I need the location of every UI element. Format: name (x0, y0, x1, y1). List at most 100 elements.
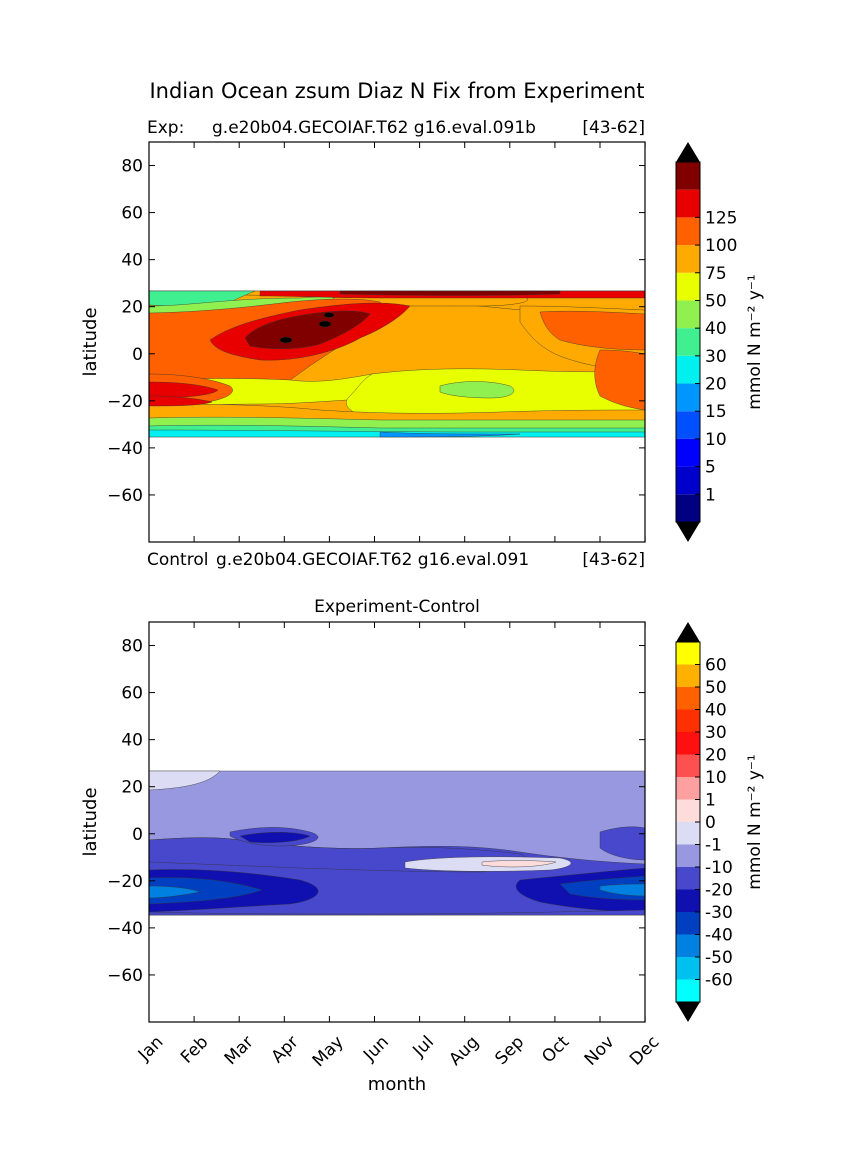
colorbar-tick-label: 30 (705, 347, 727, 367)
colorbar-swatch (676, 245, 700, 273)
y-tick-label: −40 (107, 439, 143, 459)
y-tick-label: 0 (132, 345, 143, 365)
x-tick-label: Sep (491, 1032, 528, 1069)
x-tick-label: Oct (538, 1032, 573, 1067)
colorbar-swatch (676, 328, 700, 356)
x-tick-label: Jul (409, 1032, 438, 1061)
x-tick-label: Mar (221, 1032, 258, 1069)
top-plot-area (149, 142, 645, 542)
bottom-plot-frame (148, 621, 646, 1023)
colorbar-tick-label: 40 (705, 319, 727, 339)
colorbar-swatch (676, 799, 700, 822)
x-tick-label: Aug (445, 1032, 483, 1070)
colorbar-tick-label: 125 (705, 208, 737, 228)
colorbar-swatch (676, 217, 700, 246)
x-tick-label: Dec (626, 1032, 663, 1069)
colorbar-tick-label: -1 (705, 836, 722, 856)
y-tick-label: −40 (107, 919, 143, 939)
colorbar-tick-label: 50 (705, 291, 727, 311)
colorbar-swatch (676, 957, 700, 980)
top-y-axis: 80 60 40 20 0 −20 −40 −60 (107, 157, 645, 506)
colorbar-tick-label: -40 (705, 926, 733, 946)
y-tick-label: 60 (121, 684, 143, 704)
colorbar-swatch (676, 664, 700, 687)
y-tick-label: 20 (121, 778, 143, 798)
y-tick-label: 0 (132, 825, 143, 845)
colorbar-tick-label: 1 (705, 485, 716, 505)
colorbar-frame (675, 161, 701, 523)
colorbar-swatch (676, 822, 700, 845)
colorbar-swatch (676, 466, 700, 495)
colorbar-extend-top (676, 142, 700, 162)
colorbar-swatch (676, 383, 700, 412)
x-tick-label: May (309, 1032, 348, 1071)
colorbar-swatch (676, 754, 700, 777)
bottom-y-axis-label: latitude (80, 787, 101, 856)
colorbar-tick-label: 5 (705, 458, 716, 478)
colorbar-swatch (676, 355, 700, 384)
top-header-range: [43-62] (582, 118, 645, 138)
colorbar-swatch (676, 732, 700, 755)
colorbar-swatch (676, 411, 700, 439)
top-y-axis-label: latitude (80, 307, 101, 376)
y-tick-label: 20 (121, 298, 143, 318)
colorbar-tick-label: 40 (705, 701, 727, 721)
colorbar-tick-label: 10 (705, 430, 727, 450)
y-tick-label: −20 (107, 392, 143, 412)
y-tick-label: 60 (121, 204, 143, 224)
top-header-left: Exp: (147, 118, 184, 138)
colorbar-swatch (676, 979, 700, 1002)
colorbar-tick-label: 50 (705, 678, 727, 698)
bottom-panel-title: Experiment-Control (314, 597, 480, 617)
y-tick-label: 80 (121, 637, 143, 657)
colorbar-tick-label: 75 (705, 264, 727, 284)
figure-title: Indian Ocean zsum Diaz N Fix from Experi… (149, 79, 644, 103)
top-colorbar-label: mmol N m⁻² y⁻¹ (745, 274, 765, 409)
colorbar-tick-label: 100 (705, 236, 737, 256)
bottom-colorbar-label: mmol N m⁻² y⁻¹ (745, 754, 765, 889)
colorbar-swatch (676, 934, 700, 957)
colorbar-tick-label: 15 (705, 402, 727, 422)
bottom-contour-field (149, 770, 645, 916)
colorbar-swatch (676, 912, 700, 935)
y-tick-label: −20 (107, 872, 143, 892)
top-panel: Exp: g.e20b04.GECOIAF.T62 g16.eval.091b … (80, 118, 765, 543)
colorbar-tick-label: 20 (705, 746, 727, 766)
colorbar-swatch (676, 844, 700, 867)
colorbar-tick-label: 0 (705, 813, 716, 833)
colorbar-swatch (676, 642, 700, 665)
colorbar-swatch (676, 189, 700, 218)
colorbar-swatch (676, 494, 700, 522)
colorbar-tick-label: 20 (705, 375, 727, 395)
bottom-x-axis-label: month (368, 1074, 426, 1095)
colorbar-tick-label: 10 (705, 768, 727, 788)
colorbar-swatch (676, 438, 700, 467)
x-tick-label: Feb (177, 1032, 212, 1067)
colorbar-swatch (676, 162, 700, 190)
colorbar-swatch (676, 687, 700, 710)
colorbar-tick-label: -30 (705, 903, 733, 923)
top-header-case: g.e20b04.GECOIAF.T62 g16.eval.091b (212, 118, 536, 138)
colorbar-swatch (676, 889, 700, 912)
top-plot-frame (148, 141, 646, 543)
colorbar-tick-label: 30 (705, 723, 727, 743)
colorbar-tick-label: -10 (705, 858, 733, 878)
colorbar-tick-label: -50 (705, 948, 733, 968)
colorbar-tick-label: 1 (705, 791, 716, 811)
colorbar-tick-label: -60 (705, 971, 733, 991)
colorbar-swatch (676, 300, 700, 329)
top-x-axis (148, 142, 646, 542)
y-tick-label: 40 (121, 251, 143, 271)
bottom-y-axis: 80 60 40 20 0 −20 −40 −60 (107, 637, 645, 986)
bottom-header-range: [43-62] (582, 550, 645, 570)
bottom-plot-area (149, 622, 645, 1022)
y-tick-label: 40 (121, 731, 143, 751)
colorbar-tick-label: 60 (705, 656, 727, 676)
colorbar-extend-top (676, 622, 700, 642)
colorbar-swatch (676, 867, 700, 890)
x-tick-label: Jun (359, 1032, 393, 1066)
x-tick-label: Nov (581, 1032, 619, 1070)
colorbar-extend-bottom (676, 1002, 700, 1022)
